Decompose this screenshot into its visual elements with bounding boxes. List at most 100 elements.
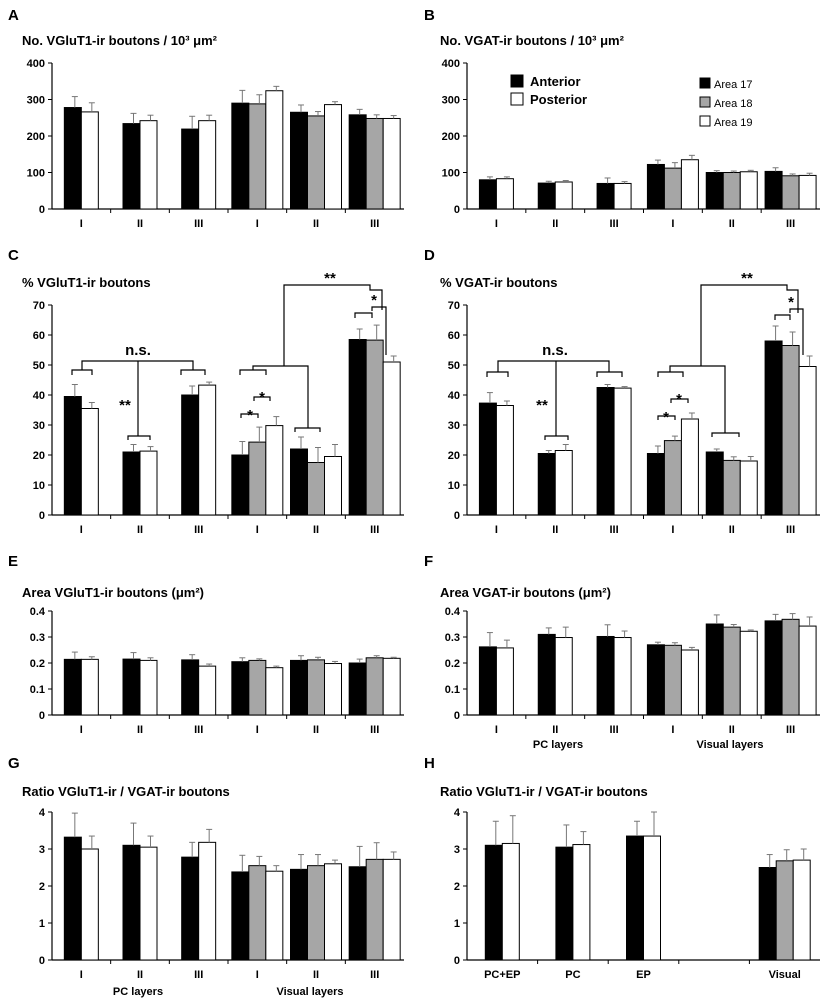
y-tick-label-B: 200	[442, 131, 460, 143]
bar-F-area19	[680, 649, 699, 716]
x-tick-label-G: III	[194, 969, 203, 981]
bar-E-area19	[382, 657, 401, 716]
y-tick-label-F: 0.3	[445, 632, 460, 644]
y-tick-label-D: 30	[448, 420, 460, 432]
y-tick-label-D: 0	[454, 510, 460, 522]
y-tick-label-A: 0	[39, 204, 45, 216]
bar-F-posterior	[554, 637, 573, 716]
bar-D-posterior	[613, 387, 632, 516]
bar-C-area17	[348, 339, 367, 516]
bar-H-area19	[792, 859, 811, 961]
x-tick-label-B: III	[609, 218, 618, 230]
y-tick-label-D: 50	[448, 360, 460, 372]
y-tick-label-D: 20	[448, 450, 460, 462]
y-tick-label-B: 300	[442, 95, 460, 107]
x-tick-label-B: III	[786, 218, 795, 230]
sig-c-pc: **	[119, 397, 131, 414]
y-tick-label-A: 100	[27, 168, 45, 180]
bar-F-area17	[646, 644, 665, 716]
legend-label-area18: Area 18	[714, 98, 753, 110]
y-tick-label-A: 200	[27, 131, 45, 143]
bar-D-area18	[663, 440, 682, 516]
panel-F: F Area VGAT-ir boutons (μm²) 0 0.1 0.2 0.3 0.4…	[424, 553, 820, 736]
bracket-d-pc-II	[544, 435, 569, 440]
sig-d-big: **	[741, 270, 753, 287]
bar-D-area18	[781, 345, 800, 516]
sig-d-18-19: *	[788, 294, 794, 311]
bar-G-area18	[365, 858, 384, 961]
y-tick-label-C: 70	[33, 300, 45, 312]
x-tick-label-A: I	[256, 218, 259, 230]
bar-D-area17	[764, 340, 783, 516]
panel-letter-F: F	[424, 553, 433, 570]
bar-D-anterior	[537, 453, 556, 516]
bar-F-posterior	[613, 637, 632, 716]
bar-H-anterior	[626, 835, 644, 961]
bar-C-area18	[307, 462, 325, 516]
bar-B-posterior	[613, 182, 632, 210]
sig-c-v1-1718: *	[247, 407, 253, 424]
bar-H-area18	[775, 860, 794, 961]
bar-G-area18	[307, 865, 325, 961]
group-label-pc-F: PC layers	[533, 739, 583, 751]
bar-C-anterior	[181, 394, 200, 516]
x-tick-label-A: II	[313, 218, 319, 230]
bar-E-area19	[324, 663, 342, 716]
bar-B-anterior	[537, 182, 556, 210]
bar-F-area18	[722, 626, 741, 716]
chart-title-E: Area VGluT1-ir boutons (μm²)	[22, 585, 204, 600]
bracket-c-vis-II	[294, 427, 321, 432]
bar-A-area19	[324, 104, 342, 210]
x-tick-label-D: I	[495, 524, 498, 536]
bar-F-anterior	[478, 646, 497, 716]
bar-C-area17	[231, 454, 250, 516]
x-tick-label-C: I	[256, 524, 259, 536]
bar-A-area17	[290, 111, 308, 210]
chart-title-G: Ratio VGluT1-ir / VGAT-ir boutons	[22, 784, 230, 799]
bar-F-area19	[798, 625, 817, 716]
x-tick-label-H: PC	[565, 969, 580, 981]
bracket-c-big	[283, 284, 383, 366]
bracket-d-vis-I	[657, 371, 684, 377]
bar-E-posterior	[139, 659, 158, 716]
bar-H-posterior	[572, 844, 591, 961]
bar-H-anterior	[484, 844, 503, 961]
y-tick-label-C: 20	[33, 450, 45, 462]
x-tick-label-B: I	[495, 218, 498, 230]
bracket-c-v1-1718	[240, 413, 259, 418]
group-label-pc-G: PC layers	[113, 986, 163, 998]
y-tick-label-A: 400	[27, 58, 45, 70]
y-tick-label-A: 300	[27, 95, 45, 107]
group-label-visual-F: Visual layers	[696, 739, 763, 751]
panel-letter-G: G	[8, 755, 20, 772]
y-tick-label-G: 2	[39, 881, 45, 893]
chart-title-B: No. VGAT-ir boutons / 10³ μm²	[440, 33, 625, 48]
sig-c-big: **	[324, 270, 336, 287]
y-tick-label-E: 0	[39, 710, 45, 722]
y-tick-label-H: 1	[454, 918, 460, 930]
bar-G-area19	[265, 870, 284, 961]
x-tick-label-F: III	[786, 724, 795, 736]
bar-G-posterior	[80, 848, 99, 961]
x-tick-label-E: I	[256, 724, 259, 736]
x-tick-label-B: I	[671, 218, 674, 230]
panel-letter-A: A	[8, 7, 19, 24]
bar-C-anterior	[63, 396, 82, 516]
y-tick-label-F: 0	[454, 710, 460, 722]
panel-letter-C: C	[8, 247, 19, 264]
bar-F-area18	[781, 618, 800, 716]
panel-letter-D: D	[424, 247, 435, 264]
panel-letter-B: B	[424, 7, 435, 24]
x-tick-label-H: PC+EP	[484, 969, 520, 981]
chart-title-A: No. VGluT1-ir boutons / 10³ μm²	[22, 33, 218, 48]
bracket-d-vis-III-top	[774, 314, 791, 320]
x-tick-label-G: II	[137, 969, 143, 981]
y-tick-label-E: 0.3	[30, 632, 45, 644]
bar-B-area17	[646, 163, 665, 210]
bar-G-posterior	[139, 846, 158, 961]
bar-D-anterior	[596, 387, 615, 516]
bar-G-area17	[290, 868, 308, 961]
y-tick-label-C: 60	[33, 330, 45, 342]
bracket-d-vis-II	[711, 432, 740, 437]
legend-swatch-area19	[699, 115, 711, 127]
